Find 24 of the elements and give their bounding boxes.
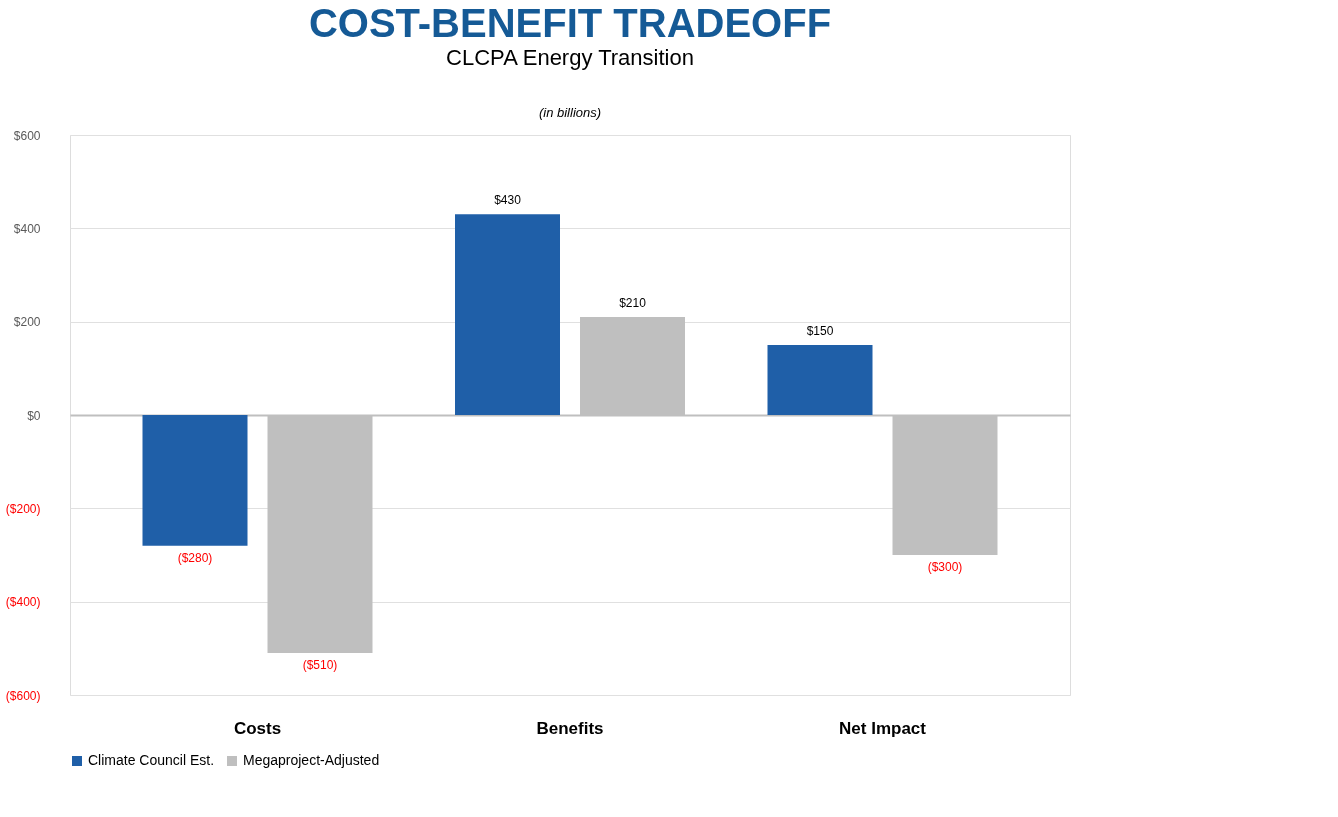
- data-label: ($300): [927, 560, 963, 574]
- legend-label: Climate Council Est.: [88, 752, 215, 768]
- y-tick-label: $400: [13, 221, 41, 236]
- x-tick-label: Costs: [233, 718, 282, 738]
- y-tick-label: ($400): [5, 595, 41, 610]
- y-tick-label: $200: [13, 315, 41, 330]
- y-tick-label: ($200): [5, 501, 41, 516]
- x-tick-label: Net Impact: [839, 718, 927, 738]
- text: (in billions): [538, 105, 602, 120]
- data-label: ($510): [302, 658, 338, 672]
- chart-title: COST-BENEFIT TRADEOFF: [308, 1, 832, 45]
- y-tick-label: $0: [27, 408, 41, 423]
- bar: [142, 415, 248, 546]
- data-label: $150: [806, 324, 834, 338]
- y-tick-label: ($600): [5, 688, 41, 703]
- bar: [455, 214, 560, 415]
- chart-subtitle: CLCPA Energy Transition: [446, 45, 694, 70]
- bar: [767, 345, 873, 415]
- legend-label: Megaproject-Adjusted: [243, 752, 380, 768]
- data-label: $430: [494, 193, 522, 208]
- y-tick-label: $600: [13, 128, 41, 143]
- x-tick-label: Benefits: [536, 718, 604, 738]
- data-label: ($280): [177, 550, 213, 565]
- data-label: $210: [619, 296, 647, 310]
